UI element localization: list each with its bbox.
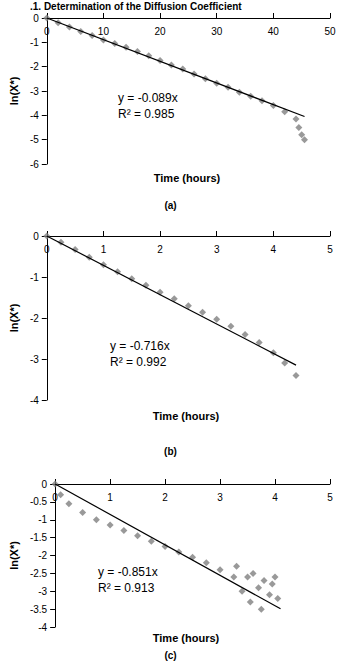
svg-text:10: 10: [98, 26, 110, 37]
svg-text:40: 40: [268, 26, 280, 37]
svg-text:y = -0.716x: y = -0.716x: [110, 339, 170, 353]
svg-text:ln(X*): ln(X*): [8, 541, 20, 570]
svg-text:-4: -4: [30, 110, 39, 121]
svg-text:0: 0: [33, 231, 39, 242]
svg-text:1: 1: [107, 492, 113, 503]
svg-text:Time (hours): Time (hours): [153, 632, 220, 644]
svg-text:-5: -5: [30, 134, 39, 145]
svg-text:-0.5: -0.5: [30, 496, 48, 507]
svg-text:5: 5: [327, 244, 333, 255]
svg-text:-3.5: -3.5: [30, 604, 48, 615]
svg-text:-3: -3: [30, 86, 39, 97]
svg-text:-1: -1: [30, 272, 39, 283]
svg-text:-3: -3: [30, 354, 39, 365]
svg-text:Time (hours): Time (hours): [153, 410, 220, 422]
svg-text:4: 4: [271, 244, 277, 255]
svg-text:R² = 0.985: R² = 0.985: [118, 107, 175, 121]
svg-text:50: 50: [324, 26, 336, 37]
svg-text:-1: -1: [38, 514, 47, 525]
svg-text:y = -0.089x: y = -0.089x: [118, 91, 178, 105]
svg-text:1: 1: [101, 244, 107, 255]
svg-text:3: 3: [214, 244, 220, 255]
svg-text:0: 0: [44, 26, 50, 37]
svg-text:R² = 0.992: R² = 0.992: [110, 355, 167, 369]
svg-text:.1. Determination of the Diffu: .1. Determination of the Diffusion Coeff…: [30, 1, 242, 12]
svg-text:-2.5: -2.5: [30, 568, 48, 579]
svg-text:0: 0: [44, 244, 50, 255]
svg-text:-2: -2: [38, 550, 47, 561]
svg-text:-3: -3: [38, 586, 47, 597]
svg-text:ln(X*): ln(X*): [8, 76, 20, 105]
svg-text:-4: -4: [38, 622, 47, 633]
svg-text:-6: -6: [30, 159, 39, 170]
svg-text:y = -0.851x: y = -0.851x: [98, 565, 158, 579]
svg-text:(a): (a): [164, 200, 176, 211]
svg-text:ln(X*): ln(X*): [8, 303, 20, 332]
svg-text:3: 3: [217, 492, 223, 503]
svg-text:20: 20: [155, 26, 167, 37]
svg-text:-1: -1: [30, 37, 39, 48]
svg-text:0: 0: [42, 479, 48, 490]
svg-text:5: 5: [327, 492, 333, 503]
svg-text:(c): (c): [164, 650, 176, 661]
svg-text:-4: -4: [30, 395, 39, 406]
svg-text:2: 2: [162, 492, 168, 503]
svg-text:-2: -2: [30, 61, 39, 72]
svg-text:-2: -2: [30, 313, 39, 324]
svg-text:R² = 0.913: R² = 0.913: [98, 581, 155, 595]
svg-text:4: 4: [272, 492, 278, 503]
svg-text:2: 2: [157, 244, 163, 255]
svg-text:-1.5: -1.5: [30, 532, 48, 543]
svg-text:30: 30: [211, 26, 223, 37]
svg-text:0: 0: [52, 492, 58, 503]
svg-text:0: 0: [33, 13, 39, 24]
svg-text:Time (hours): Time (hours): [154, 172, 221, 184]
svg-text:(b): (b): [164, 446, 177, 457]
